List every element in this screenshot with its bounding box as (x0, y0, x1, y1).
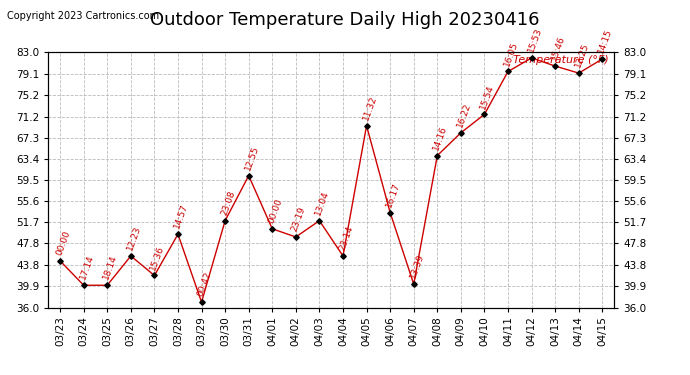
Text: 14:57: 14:57 (172, 203, 190, 230)
Text: 13:39: 13:39 (408, 253, 425, 280)
Text: 12:23: 12:23 (125, 225, 142, 252)
Text: Outdoor Temperature Daily High 20230416: Outdoor Temperature Daily High 20230416 (150, 11, 540, 29)
Text: 23:08: 23:08 (219, 189, 237, 216)
Text: Copyright 2023 Cartronics.com: Copyright 2023 Cartronics.com (7, 11, 159, 21)
Text: 15:53: 15:53 (526, 26, 543, 54)
Text: 11:32: 11:32 (361, 94, 378, 122)
Text: 23:14: 23:14 (337, 225, 355, 252)
Text: 12:55: 12:55 (243, 144, 260, 171)
Text: 17:14: 17:14 (78, 254, 95, 281)
Text: 14:16: 14:16 (432, 124, 449, 152)
Text: 00:42: 00:42 (196, 271, 213, 298)
Text: 14:15: 14:15 (597, 28, 614, 55)
Text: 15:54: 15:54 (479, 83, 496, 110)
Text: 12:25: 12:25 (573, 42, 590, 69)
Text: 13:04: 13:04 (314, 189, 331, 216)
Text: Temperature (°F): Temperature (°F) (513, 55, 609, 65)
Text: 15:36: 15:36 (149, 244, 166, 272)
Text: 16:17: 16:17 (384, 181, 402, 209)
Text: 00:00: 00:00 (55, 229, 72, 256)
Text: 23:19: 23:19 (290, 206, 308, 233)
Text: 16:22: 16:22 (455, 102, 473, 129)
Text: 16:05: 16:05 (502, 40, 520, 68)
Text: 18:14: 18:14 (101, 254, 119, 281)
Text: 00:00: 00:00 (266, 197, 284, 225)
Text: 15:46: 15:46 (549, 34, 566, 62)
